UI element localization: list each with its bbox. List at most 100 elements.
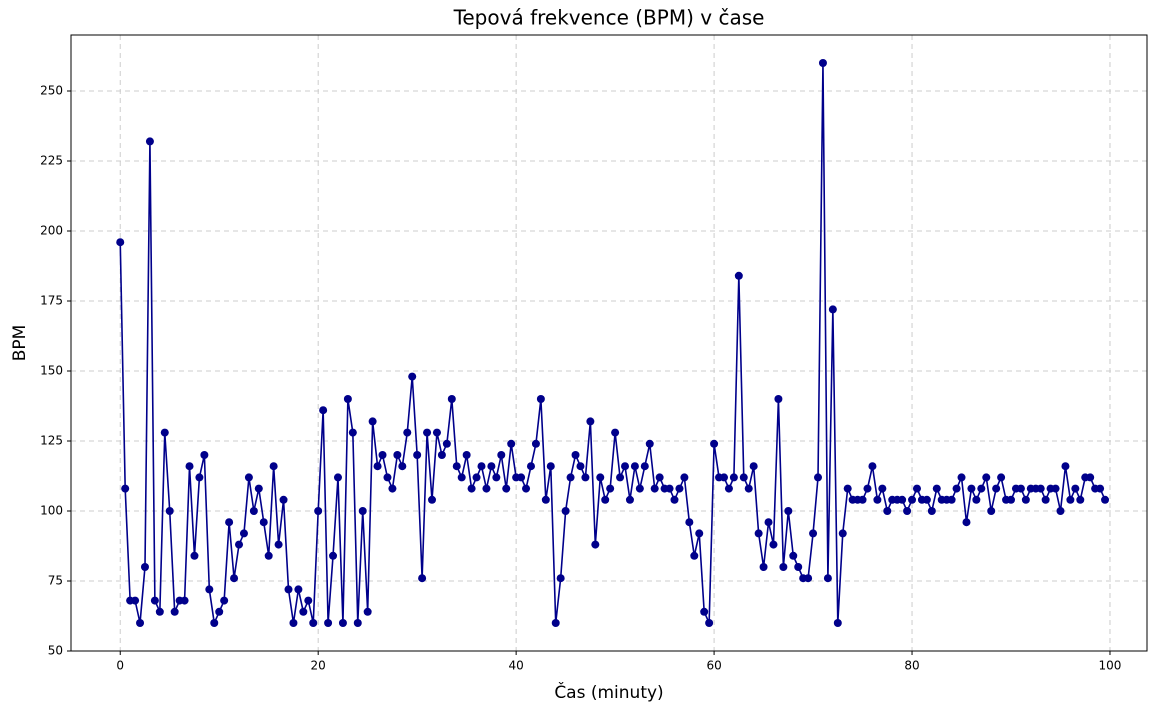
data-point xyxy=(333,473,342,482)
data-point xyxy=(630,462,639,471)
x-tick-label: 80 xyxy=(904,659,919,673)
y-tick-label: 250 xyxy=(40,84,63,98)
data-point xyxy=(1056,507,1065,515)
data-point xyxy=(393,451,402,459)
data-point xyxy=(784,507,793,515)
data-point xyxy=(814,473,823,482)
data-point xyxy=(754,529,763,538)
data-point xyxy=(843,484,852,493)
y-tick-label: 175 xyxy=(40,294,63,308)
data-point xyxy=(739,473,748,482)
y-tick-label: 225 xyxy=(40,154,63,168)
data-point xyxy=(526,462,535,471)
data-point xyxy=(912,484,921,493)
data-point xyxy=(710,439,719,448)
data-point xyxy=(363,607,372,616)
data-point xyxy=(131,596,140,605)
data-point xyxy=(279,495,288,504)
data-point xyxy=(150,596,159,605)
data-point xyxy=(1007,495,1016,504)
data-point xyxy=(724,484,733,493)
data-point xyxy=(997,473,1006,482)
data-point xyxy=(705,619,714,627)
data-point xyxy=(1016,484,1025,493)
data-point xyxy=(121,484,130,493)
data-point xyxy=(863,484,872,493)
data-point xyxy=(591,540,600,549)
data-point xyxy=(779,563,788,571)
data-point xyxy=(477,462,486,471)
data-point xyxy=(299,607,308,616)
data-point xyxy=(190,551,199,560)
x-axis-label: Čas (minuty) xyxy=(554,681,663,703)
data-point xyxy=(353,619,362,627)
data-point xyxy=(606,484,615,493)
data-point xyxy=(289,619,298,627)
data-point xyxy=(1061,462,1070,471)
x-tick-label: 60 xyxy=(706,659,721,673)
data-point xyxy=(358,507,367,515)
data-point xyxy=(541,495,550,504)
data-point xyxy=(804,574,813,583)
data-point xyxy=(432,428,441,437)
data-point xyxy=(833,619,842,627)
data-point xyxy=(467,484,476,493)
data-point xyxy=(645,439,654,448)
data-point xyxy=(1086,473,1095,482)
data-point xyxy=(655,473,664,482)
data-point xyxy=(220,596,229,605)
data-point xyxy=(259,518,268,527)
data-point xyxy=(497,451,506,459)
data-point xyxy=(695,529,704,538)
data-point xyxy=(502,484,511,493)
data-point xyxy=(294,585,303,594)
data-point xyxy=(611,428,620,437)
data-point xyxy=(576,462,585,471)
data-point xyxy=(269,462,278,471)
data-point xyxy=(700,607,709,616)
data-point xyxy=(329,551,338,560)
data-point xyxy=(957,473,966,482)
data-point xyxy=(625,495,634,504)
data-point xyxy=(264,551,273,560)
data-point xyxy=(348,428,357,437)
data-point xyxy=(759,563,768,571)
series-line xyxy=(119,62,1106,626)
data-point xyxy=(249,507,258,515)
data-point xyxy=(927,507,936,515)
data-point xyxy=(616,473,625,482)
data-point xyxy=(482,484,491,493)
data-point xyxy=(947,495,956,504)
data-point xyxy=(507,439,516,448)
data-point xyxy=(160,428,169,437)
data-point xyxy=(398,462,407,471)
data-point xyxy=(952,484,961,493)
data-point xyxy=(922,495,931,504)
x-tick-label: 0 xyxy=(116,659,124,673)
data-point xyxy=(388,484,397,493)
data-point xyxy=(868,462,877,471)
data-point xyxy=(408,372,417,381)
data-point xyxy=(116,238,125,247)
data-point xyxy=(413,451,422,459)
data-point xyxy=(838,529,847,538)
data-point xyxy=(235,540,244,549)
data-point xyxy=(195,473,204,482)
data-point xyxy=(457,473,466,482)
data-point xyxy=(1071,484,1080,493)
data-point xyxy=(314,507,323,515)
data-point xyxy=(452,462,461,471)
data-point xyxy=(690,551,699,560)
data-point xyxy=(962,518,971,527)
data-point xyxy=(665,484,674,493)
data-point xyxy=(640,462,649,471)
data-point xyxy=(571,451,580,459)
data-point xyxy=(442,439,451,448)
data-point xyxy=(343,395,352,403)
data-point xyxy=(180,596,189,605)
data-point xyxy=(338,619,347,627)
chart-title: Tepová frekvence (BPM) v čase xyxy=(453,6,765,30)
data-point xyxy=(769,540,778,549)
data-point xyxy=(878,484,887,493)
